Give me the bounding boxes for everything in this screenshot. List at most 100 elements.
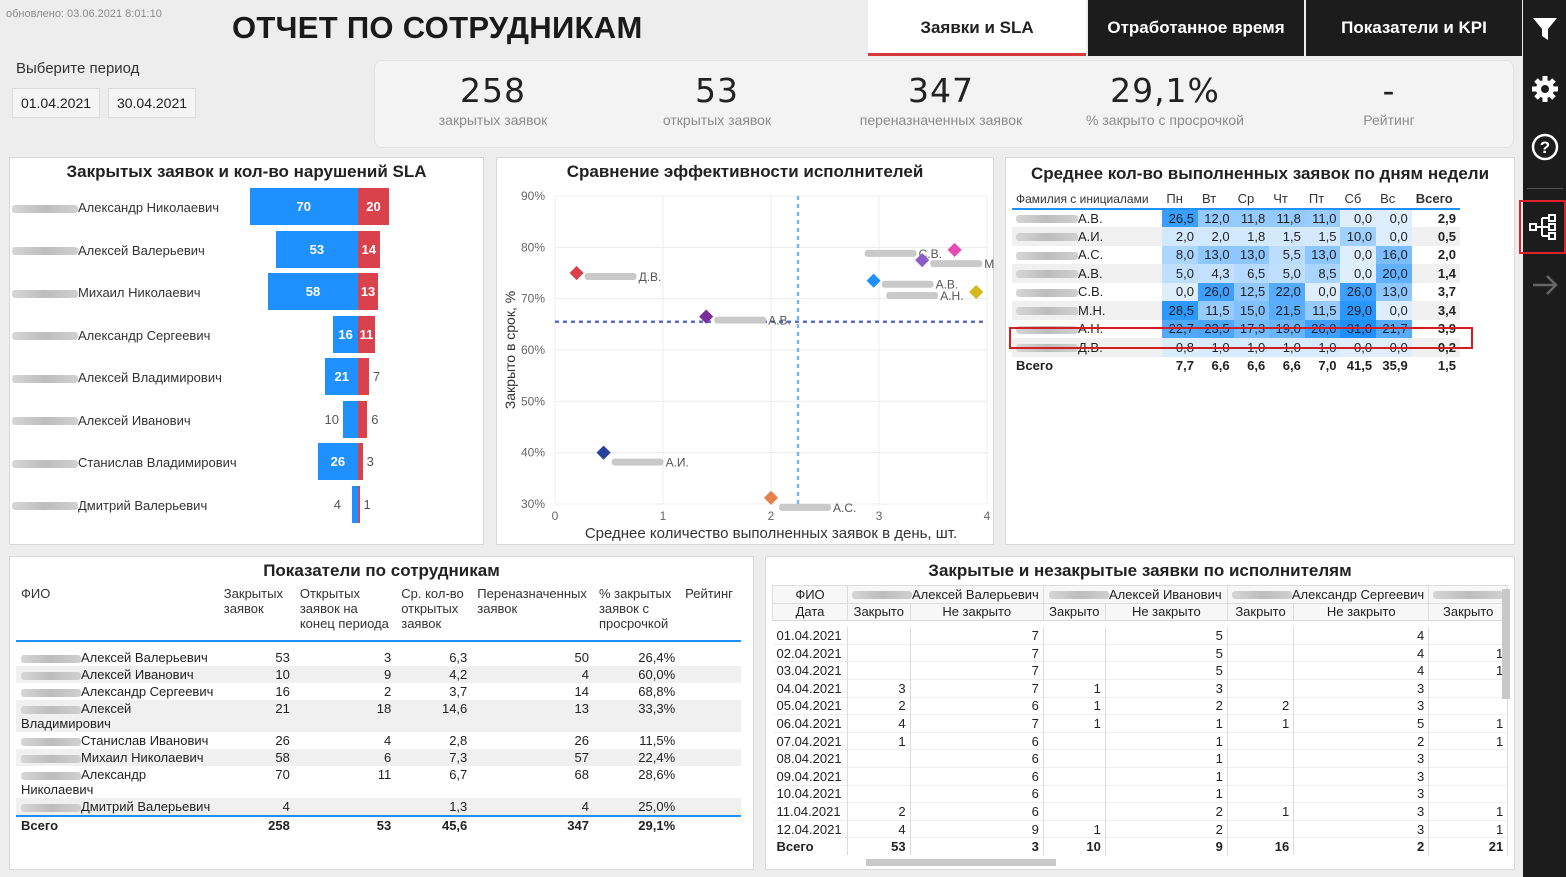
- bar-closed[interactable]: 21: [325, 358, 358, 395]
- table-row[interactable]: Алексей Иванович 10 9 4,2 4 60,0%: [16, 666, 741, 683]
- table-row[interactable]: С.В. 0,0 26,0 12,5 22,0 0,0 26,0 13,0 3,7: [1012, 282, 1460, 301]
- table-row[interactable]: 10.04.2021 6 1 3: [772, 785, 1509, 803]
- table-row[interactable]: 12.04.2021 4 9 1 2 3 1: [772, 820, 1509, 838]
- tab-kpi[interactable]: Показатели и KPI: [1306, 0, 1522, 56]
- table-row[interactable]: Михаил Николаевич 58 6 7,3 57 22,4%: [16, 749, 741, 766]
- table-row[interactable]: Александр Николаевич 70 11 6,7 68 28,6%: [16, 766, 741, 798]
- column-header[interactable]: Вс: [1376, 190, 1412, 210]
- table-row[interactable]: А.Н. 22,7 23,5 17,3 19,0 26,0 31,0 21,7 3,9: [1012, 319, 1460, 338]
- sub-header[interactable]: Не закрыто: [909, 602, 1044, 622]
- column-header[interactable]: Пн: [1162, 190, 1198, 210]
- table-row[interactable]: А.С. 8,0 13,0 13,0 5,5 13,0 0,0 16,0 2,0: [1012, 245, 1460, 264]
- horizontal-scrollbar[interactable]: [866, 859, 1056, 866]
- table-row[interactable]: 07.04.2021 1 6 1 2 1: [772, 732, 1509, 750]
- table-row[interactable]: А.И. 2,0 2,0 1,8 1,5 1,5 10,0 0,0 0,5: [1012, 227, 1460, 246]
- column-header[interactable]: Рейтинг: [680, 585, 741, 642]
- arrow-right-icon[interactable]: [1523, 270, 1566, 305]
- column-header[interactable]: ФИО: [772, 585, 848, 604]
- bar-violations[interactable]: 20: [358, 188, 389, 225]
- heat-cell: 13,0: [1233, 245, 1270, 264]
- column-header[interactable]: Фамилия с инициалами: [1012, 190, 1163, 210]
- column-header[interactable]: Сб: [1340, 190, 1377, 210]
- blurred-surname: [852, 591, 912, 600]
- table-row[interactable]: Алексей Валерьевич 53 3 6,3 50 26,4%: [16, 649, 741, 666]
- column-header[interactable]: Закрытых заявок: [218, 585, 295, 642]
- column-header[interactable]: Чт: [1269, 190, 1305, 210]
- group-header[interactable]: Алексей Валерьевич: [847, 585, 1044, 604]
- column-header[interactable]: Открытых заявок на конец периода: [294, 585, 397, 642]
- gear-icon[interactable]: [1523, 74, 1566, 109]
- sub-header[interactable]: Закрыто: [1042, 602, 1106, 622]
- x-tick-label: 3: [876, 509, 883, 523]
- filter-icon[interactable]: [1523, 14, 1566, 49]
- column-header[interactable]: Ср. кол-во открытых заявок: [396, 585, 473, 642]
- date-to-input[interactable]: 30.04.2021: [108, 88, 196, 118]
- bar-violations[interactable]: [358, 358, 369, 395]
- column-header[interactable]: Вт: [1197, 190, 1234, 210]
- table-row[interactable]: 11.04.2021 2 6 2 1 3 1: [772, 802, 1509, 821]
- table-row[interactable]: Дмитрий Валерьевич 4 1,3 4 25,0%: [16, 798, 741, 816]
- sub-header[interactable]: Закрыто: [1428, 602, 1509, 622]
- bar-closed[interactable]: 16: [333, 315, 358, 353]
- bar-closed[interactable]: [342, 400, 358, 438]
- sub-header[interactable]: Не закрыто: [1104, 602, 1228, 622]
- blurred-surname: [886, 291, 939, 299]
- table-row[interactable]: 04.04.2021 3 7 1 3 3: [772, 679, 1509, 698]
- date-cell: 04.04.2021: [772, 679, 848, 698]
- column-header[interactable]: ФИО: [16, 585, 219, 642]
- column-header[interactable]: Пт: [1304, 190, 1341, 210]
- table-row[interactable]: М.Н. 28,5 11,5 15,0 21,5 11,5 29,0 0,0 3,4: [1012, 301, 1460, 320]
- help-icon[interactable]: ?: [1523, 132, 1566, 167]
- table-row[interactable]: А.В. 26,5 12,0 11,8 11,8 11,0 0,0 0,0 2,9: [1012, 208, 1460, 227]
- table-row[interactable]: 09.04.2021 6 1 3: [772, 767, 1509, 786]
- sub-header[interactable]: Не закрыто: [1293, 602, 1430, 622]
- bar-violations[interactable]: [358, 485, 360, 523]
- kpi-value: 29,1%: [1110, 71, 1220, 110]
- table-row[interactable]: 05.04.2021 2 6 1 2 2 3: [772, 697, 1509, 715]
- sub-header[interactable]: Закрыто: [847, 602, 911, 622]
- sla-employee-label: Михаил Николаевич: [78, 285, 201, 300]
- table-row[interactable]: 01.04.2021 7 5 4: [772, 626, 1509, 645]
- bar-violations[interactable]: 14: [358, 230, 380, 268]
- blurred-surname: [584, 273, 637, 280]
- column-header[interactable]: Ср: [1233, 190, 1270, 210]
- table-row[interactable]: А.В. 5,0 4,3 6,5 5,0 8,5 0,0 20,0 1,4: [1012, 264, 1460, 283]
- employee-name-text: Дмитрий Валерьевич: [81, 799, 211, 814]
- total-cell: 6,6: [1247, 358, 1266, 374]
- vertical-scrollbar[interactable]: [1502, 589, 1510, 699]
- bar-closed[interactable]: 26: [317, 443, 358, 480]
- bar-closed[interactable]: [351, 485, 358, 523]
- hierarchy-icon[interactable]: [1519, 200, 1566, 254]
- column-header[interactable]: % закрытых заявок с просрочкой: [593, 585, 681, 642]
- table-row[interactable]: 03.04.2021 7 5 4 1: [772, 661, 1509, 680]
- table-row[interactable]: 02.04.2021 7 5 4 1: [772, 644, 1509, 662]
- tab-requests-sla[interactable]: Заявки и SLA: [868, 0, 1086, 56]
- bar-violations[interactable]: 13: [358, 273, 379, 310]
- table-row[interactable]: Алексей Владимирович 21 18 14,6 13 33,3%: [16, 700, 741, 732]
- table-cell: [1428, 679, 1509, 698]
- table-row[interactable]: 06.04.2021 4 7 1 1 1 5 1: [772, 714, 1509, 733]
- bar-violations[interactable]: [358, 400, 368, 438]
- bar-violations[interactable]: 11: [358, 315, 376, 353]
- date-from-input[interactable]: 01.04.2021: [12, 88, 100, 118]
- sub-header[interactable]: Закрыто: [1226, 602, 1295, 622]
- weekday-title: Среднее кол-во выполненных заявок по дня…: [1030, 164, 1490, 183]
- bar-closed[interactable]: 53: [275, 230, 358, 268]
- table-row[interactable]: Александр Сергеевич 16 2 3,7 14 68,8%: [16, 683, 741, 700]
- column-header[interactable]: Переназначенных заявок: [472, 585, 594, 642]
- sla-chart-title: Закрытых заявок и кол-во нарушений SLA: [66, 162, 427, 181]
- group-header[interactable]: Алексей Иванович: [1042, 585, 1228, 604]
- bar-closed[interactable]: 70: [249, 188, 358, 225]
- bar-closed[interactable]: 58: [268, 273, 358, 310]
- tab-worked-time[interactable]: Отработанное время: [1088, 0, 1304, 56]
- group-header[interactable]: Александр Сергеевич: [1226, 585, 1430, 604]
- sla-employee-label: Алексей Валерьевич: [78, 242, 205, 258]
- column-header[interactable]: Всего: [1411, 190, 1460, 210]
- column-header[interactable]: Дата: [772, 602, 848, 622]
- table-cell: 2: [384, 684, 392, 699]
- group-header[interactable]: [1428, 585, 1509, 604]
- bar-violations[interactable]: [358, 443, 363, 480]
- table-row[interactable]: 08.04.2021 6 1 3: [772, 749, 1509, 768]
- heat-cell: 1,5: [1304, 227, 1341, 246]
- table-row[interactable]: Станислав Иванович 26 4 2,8 26 11,5%: [16, 732, 741, 749]
